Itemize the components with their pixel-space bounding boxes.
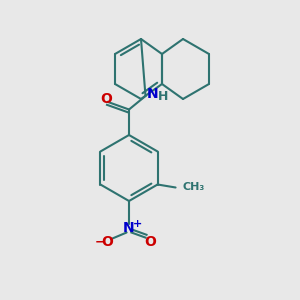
Text: N: N — [146, 88, 158, 101]
Text: H: H — [158, 90, 169, 103]
Text: −: − — [95, 236, 105, 249]
Text: O: O — [144, 235, 156, 249]
Text: +: + — [133, 219, 142, 229]
Text: O: O — [100, 92, 112, 106]
Text: N: N — [123, 221, 135, 235]
Text: CH₃: CH₃ — [182, 182, 204, 193]
Text: O: O — [101, 235, 113, 249]
